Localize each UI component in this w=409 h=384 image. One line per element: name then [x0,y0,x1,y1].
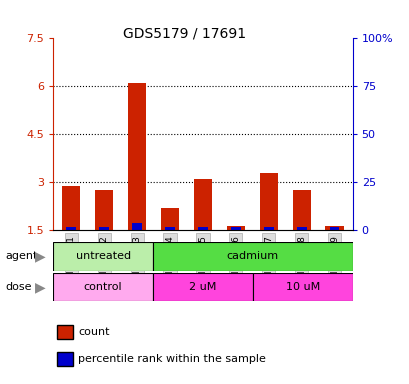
Text: GDS5179 / 17691: GDS5179 / 17691 [123,27,245,41]
Bar [263,227,273,230]
Bar [53,242,153,271]
Bar [95,190,113,230]
Text: 10 uM: 10 uM [285,282,319,292]
Text: control: control [84,282,122,292]
Bar [53,273,153,301]
Text: untreated: untreated [75,251,130,262]
Bar [153,273,252,301]
Bar [259,173,277,230]
Bar [153,242,352,271]
Text: 2 uM: 2 uM [189,282,216,292]
Text: cadmium: cadmium [226,251,278,262]
Bar [198,227,207,230]
Bar [132,223,142,230]
Text: ▶: ▶ [35,280,45,294]
Bar [99,227,109,230]
Bar [230,227,240,230]
Text: count: count [78,327,109,337]
Bar [329,227,339,230]
Bar [325,225,343,230]
Bar [165,227,175,230]
Bar [128,83,146,230]
Bar [62,185,80,230]
Bar [226,225,244,230]
Text: agent: agent [5,251,37,261]
Bar [193,179,211,230]
Text: dose: dose [5,282,31,292]
Bar [252,273,352,301]
Bar [292,190,310,230]
Bar [66,227,76,230]
Bar [296,227,306,230]
Text: percentile rank within the sample: percentile rank within the sample [78,354,265,364]
Bar [161,208,179,230]
Text: ▶: ▶ [35,249,45,263]
